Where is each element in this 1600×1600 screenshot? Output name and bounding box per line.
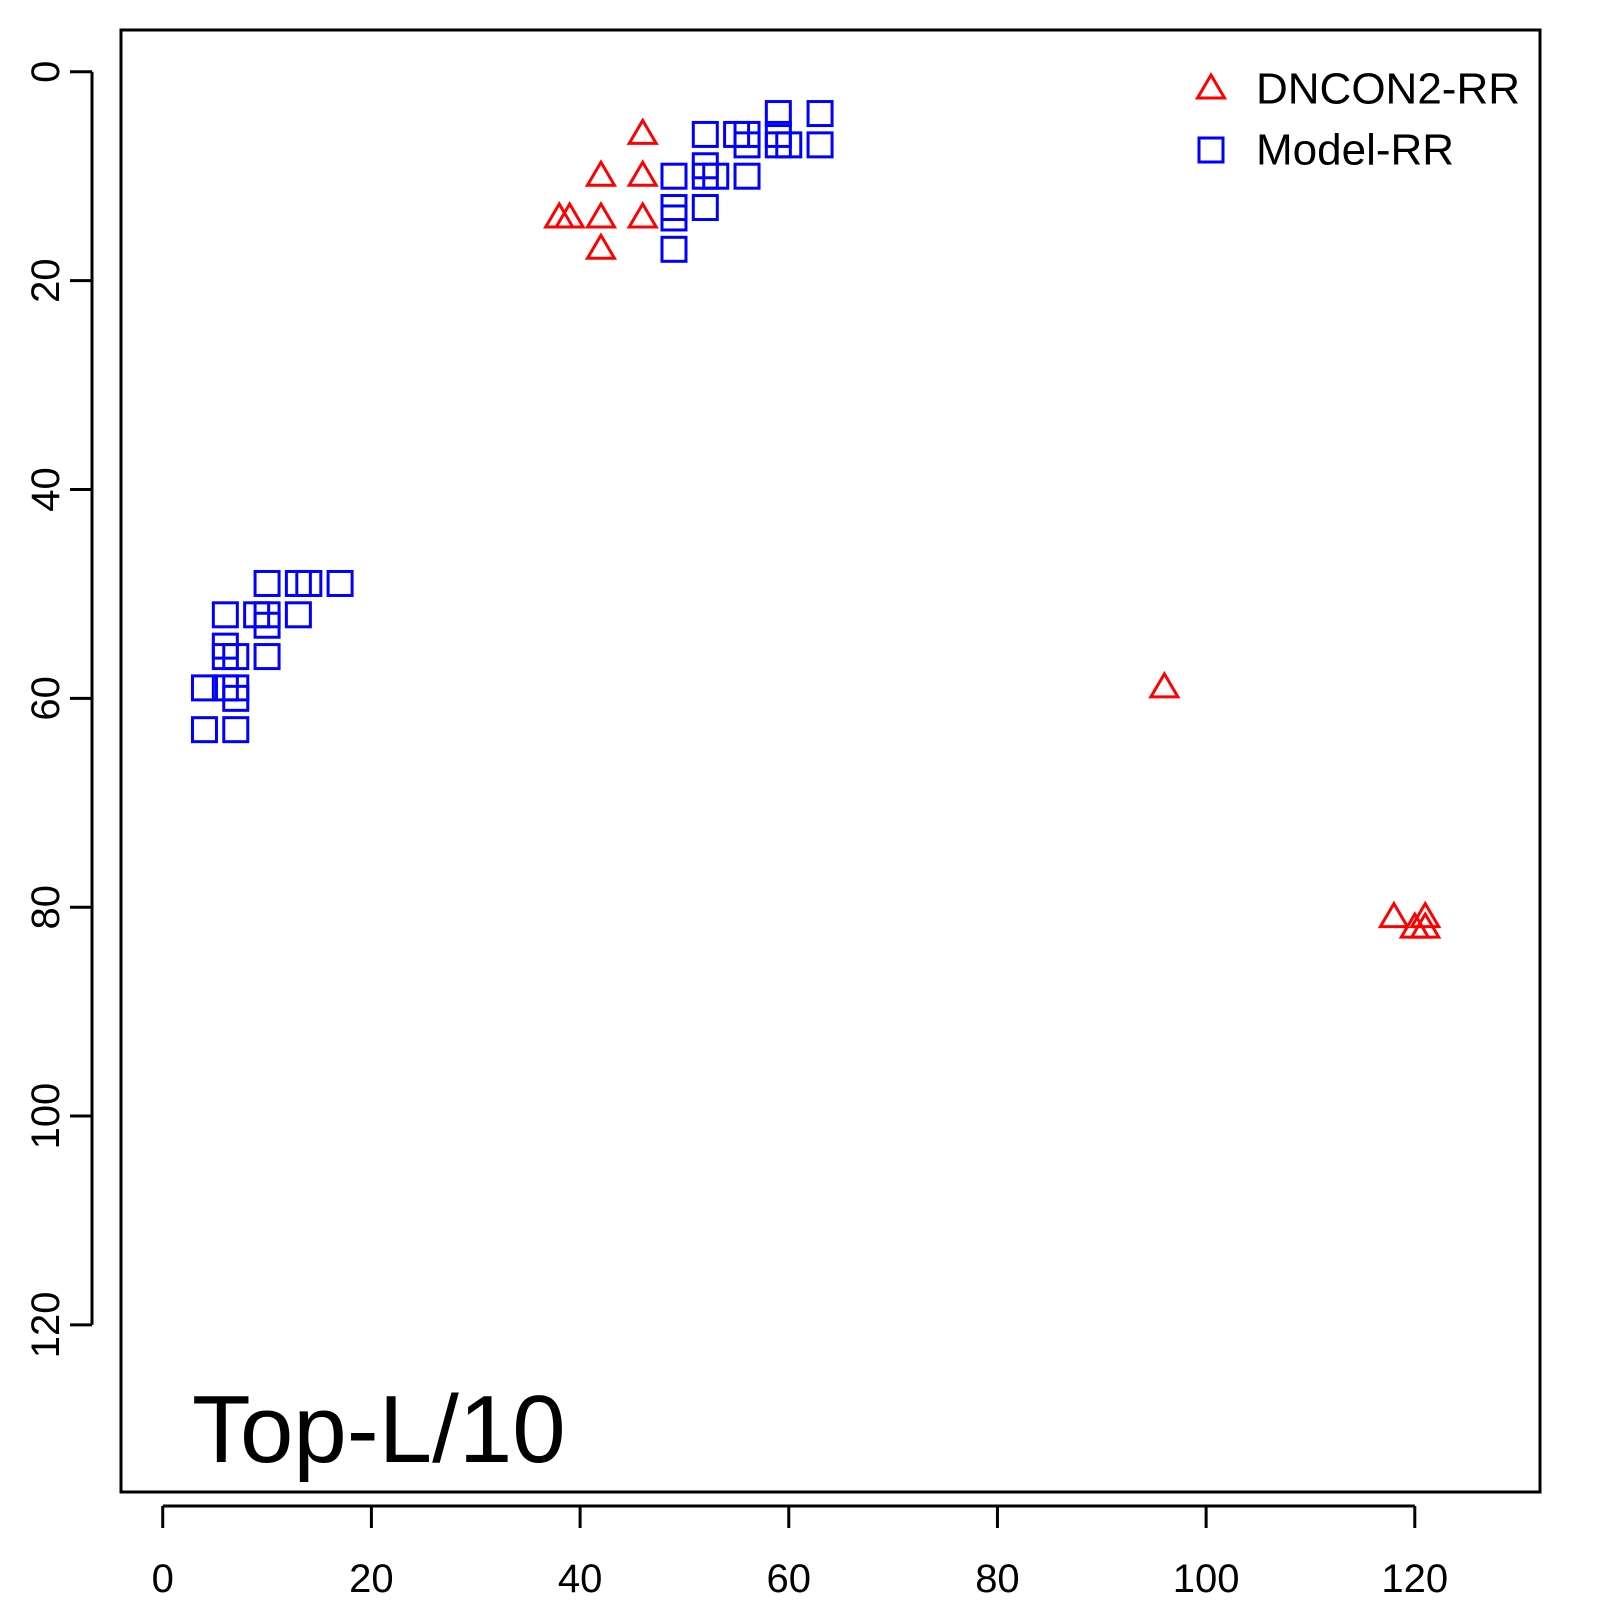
plot-frame [119,28,1542,1494]
y-tick-label: 20 [24,258,68,303]
triangle-point [626,159,659,187]
y-tick-label: 120 [24,1292,68,1359]
y-axis: 0 20 40 60 80 100 120 [24,61,94,1359]
triangle-point [553,201,586,229]
square-point [702,162,730,190]
square-point [733,162,761,190]
square-point [733,120,761,148]
square-point [284,601,312,629]
square-point [326,569,354,597]
x-tick-label: 20 [349,1557,394,1600]
triangle-point [626,201,659,229]
square-point [806,131,834,159]
square-point [222,716,250,744]
x-tick-label: 80 [975,1557,1020,1600]
square-point [660,235,688,263]
square-point [211,643,239,671]
series-square [190,100,834,744]
legend-label: DNCON2-RR [1256,65,1520,114]
y-tick-label: 80 [24,885,68,930]
legend: DNCON2-RR Model-RR [1194,65,1520,175]
legend-square-icon [1197,136,1225,164]
x-tick-label: 0 [152,1557,174,1600]
triangle-point [1148,670,1181,699]
series-triangle [543,117,1442,939]
y-tick-label: 100 [24,1083,68,1150]
triangle-point [584,232,618,260]
square-point [253,569,281,597]
x-axis: 0 20 40 60 80 100 120 [152,1504,1448,1600]
square-point [295,569,323,597]
legend-triangle-icon [1194,72,1228,100]
square-point [764,100,792,128]
data-points [190,100,1442,939]
square-point [691,194,719,222]
square-point [243,601,271,629]
square-point [806,100,834,128]
square-point [775,131,803,159]
triangle-point [584,201,618,229]
y-tick-label: 0 [24,61,68,83]
square-point [222,674,250,702]
triangle-point [1409,911,1442,939]
square-point [190,716,218,744]
square-point [253,611,281,639]
square-point [660,204,688,232]
square-point [691,120,719,148]
square-point [764,131,792,159]
y-tick-label: 60 [24,676,68,721]
square-point [222,684,250,712]
square-point [660,162,688,190]
plot-annotation: Top-L/10 [192,1376,566,1483]
square-point [284,569,312,597]
triangle-point [626,117,659,145]
square-point [660,194,688,222]
legend-label: Model-RR [1256,126,1454,175]
square-point [190,674,218,702]
square-point [211,632,239,660]
x-tick-label: 40 [558,1557,603,1600]
square-point [211,601,239,629]
square-point [253,601,281,629]
x-tick-label: 60 [767,1557,812,1600]
y-tick-label: 40 [24,467,68,512]
square-point [723,120,751,148]
triangle-point [584,159,618,187]
x-tick-label: 120 [1381,1557,1448,1600]
triangle-point [1377,900,1411,929]
triangle-point [1409,900,1442,929]
x-tick-label: 100 [1173,1557,1240,1600]
square-point [691,162,719,190]
square-point [253,643,281,671]
square-point [222,643,250,671]
square-point [691,152,719,180]
square-point [733,131,761,159]
